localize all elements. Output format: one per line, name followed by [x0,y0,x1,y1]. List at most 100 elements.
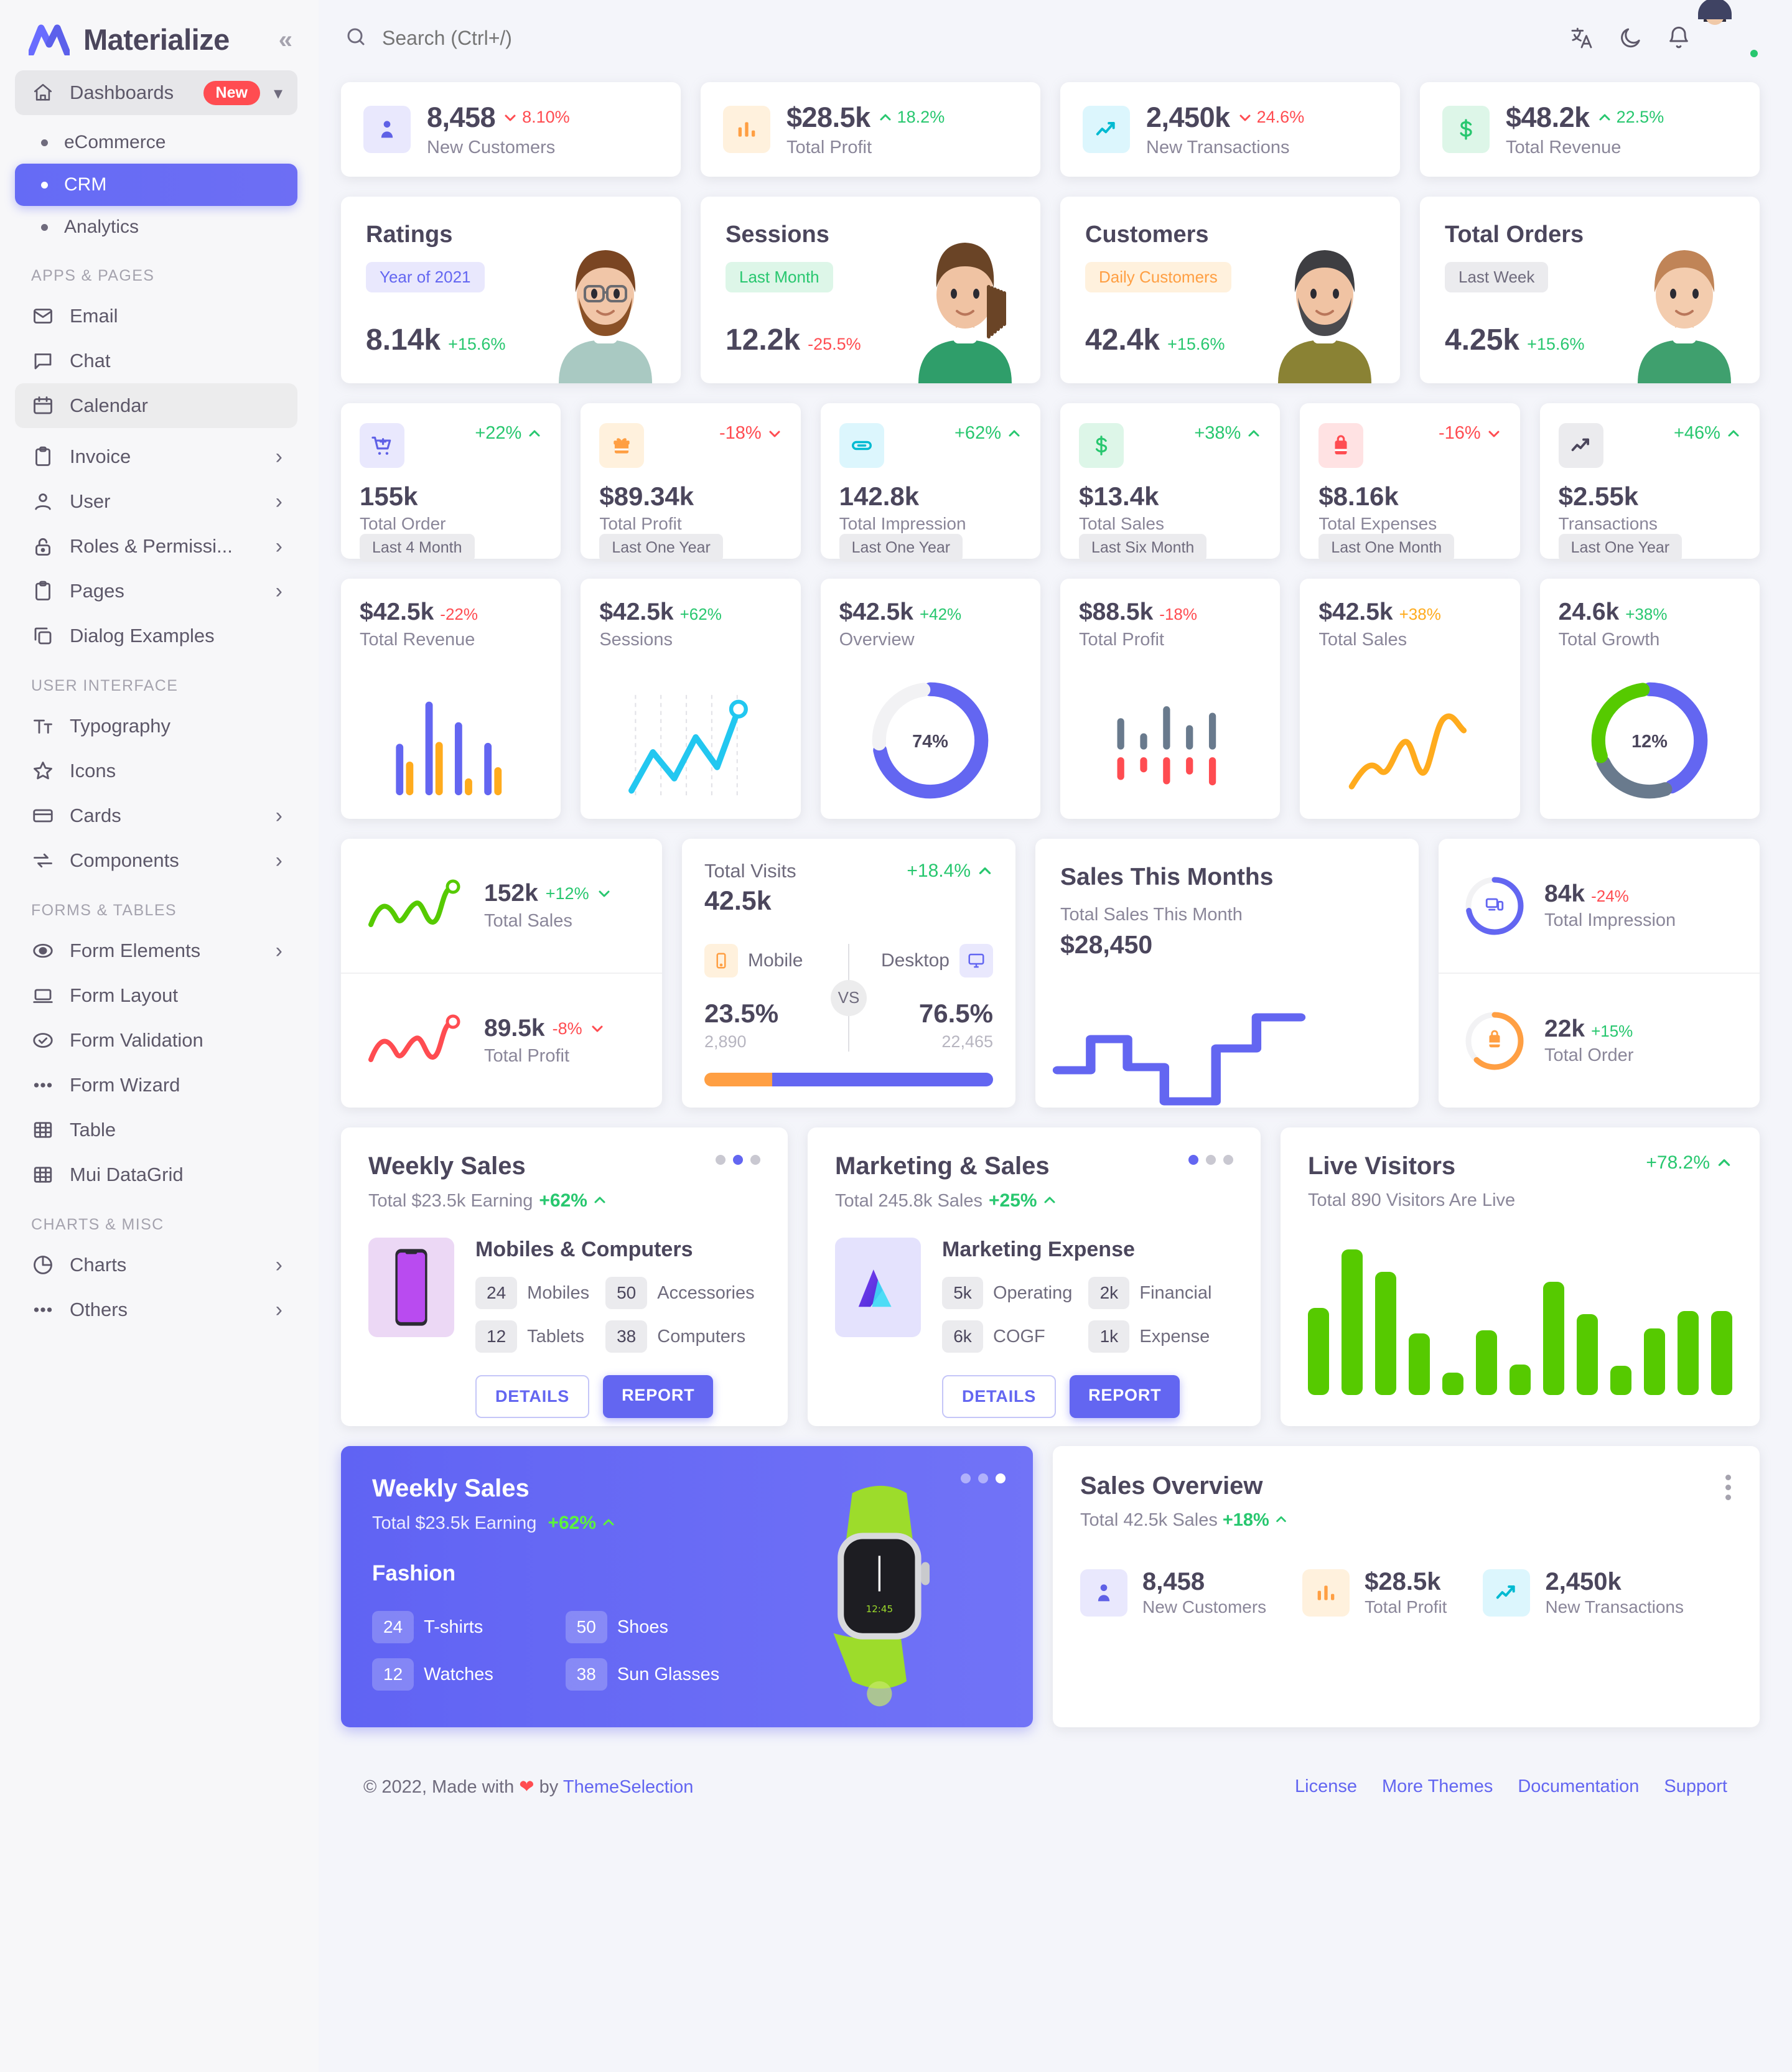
search-input[interactable] [382,26,755,50]
footer-link-more-themes[interactable]: More Themes [1381,1776,1493,1796]
calendar-icon [30,393,56,419]
footer-link-support[interactable]: Support [1664,1776,1727,1796]
sidebar-item-typography[interactable]: Typography [15,704,297,749]
carousel-dot[interactable] [961,1473,971,1483]
chart-stat-card: 24.6k +38% Total Growth 12% [1539,579,1760,819]
laptop-icon [30,982,56,1009]
themeselection-link[interactable]: ThemeSelection [562,1777,694,1797]
kv-label: Computers [657,1326,746,1346]
progress-ring [1463,875,1526,937]
weekly-sales-title: Weekly Sales [368,1152,526,1180]
sidebar-item-chat[interactable]: Chat [15,338,297,383]
collapse-sidebar-icon[interactable]: « [278,26,292,54]
sidebar-item-form-wizard[interactable]: Form Wizard [15,1063,297,1108]
sidebar-item-label: Form Wizard [70,1074,180,1096]
kv-label: Financial [1139,1282,1212,1303]
carousel-dot[interactable] [978,1473,988,1483]
sidebar-item-user[interactable]: User › [15,479,297,524]
chevron-down-icon: ▾ [273,83,282,103]
carousel-dot[interactable] [1206,1155,1216,1165]
sidebar-item-charts[interactable]: Charts › [15,1243,297,1287]
stat-card-period[interactable]: Last One Year [599,534,723,562]
sales-overview-stats: 8,458 New Customers $28.5k Total Profit 2,45… [1080,1568,1732,1617]
sidebar-item-mui-datagrid[interactable]: Mui DataGrid [15,1152,297,1197]
sidebar-item-label: Dialog Examples [70,625,215,646]
carousel-dot[interactable] [1223,1155,1233,1165]
translate-icon[interactable] [1569,26,1594,50]
weekly-sales-body: Mobiles & Computers 24 Mobiles 50 Accessori… [368,1238,760,1418]
stat-card-value: 142.8k [839,482,920,511]
report-button[interactable]: REPORT [1070,1375,1180,1418]
kv-number: 6k [942,1320,983,1353]
sidebar-item-crm[interactable]: CRM [15,164,297,206]
overview-stat-value: 8,458 [1142,1568,1205,1595]
stat-card-value: $2.55k [1558,482,1639,511]
visits-mobile: Mobile 23.5% 2,890 [704,944,833,1052]
stat-card-period[interactable]: Last One Year [1558,534,1682,562]
carousel-dots[interactable] [1188,1155,1233,1165]
sidebar-item-form-elements[interactable]: Form Elements › [15,928,297,973]
sidebar-item-cards[interactable]: Cards › [15,793,297,838]
sidebar-item-dashboards[interactable]: Dashboards New ▾ [15,70,297,115]
marketing-sales-buttons: DETAILS REPORT [942,1375,1211,1418]
six-stats-row: +22% 155k Total Order Last 4 Month -18% $89.3… [341,403,1760,562]
sidebar-item-pages[interactable]: Pages › [15,569,297,614]
avatar-card-value: 42.4k [1085,324,1160,357]
chart-stat-card: $42.5k +38% Total Sales [1300,579,1520,819]
ring-stat-value: 84k -24% [1544,880,1629,907]
heart-icon: ❤ [519,1777,534,1797]
sidebar-item-form-layout[interactable]: Form Layout [15,973,297,1018]
stat-card-delta: -18% [719,423,782,444]
sidebar-item-icons[interactable]: Icons [15,749,297,793]
avatar-card-title: Sessions [726,222,829,248]
stat-card: -18% $89.34k Total Profit Last One Year [581,403,801,562]
avatar[interactable] [1698,0,1760,60]
stat-card-period[interactable]: Last One Month [1318,534,1455,562]
stat-card-period[interactable]: Last 4 Month [360,534,475,562]
bar [1442,1372,1463,1395]
sidebar-item-label: Pages [70,580,124,602]
footer-link-documentation[interactable]: Documentation [1518,1776,1640,1796]
bar [1510,1364,1531,1395]
details-button[interactable]: DETAILS [942,1375,1057,1418]
vs-badge: VS [831,979,867,1016]
sidebar-item-others[interactable]: Others › [15,1287,297,1332]
new-badge: New [203,80,260,105]
sidebar-item-components[interactable]: Components › [15,838,297,883]
bell-icon[interactable] [1666,26,1691,50]
search-bar[interactable] [345,26,1553,51]
carousel-dot[interactable] [1188,1155,1198,1165]
stat-card-period[interactable]: Last One Year [839,534,963,562]
bullet-icon [41,181,48,189]
online-status-dot [1748,48,1760,59]
stat-card-period[interactable]: Last Six Month [1078,534,1207,562]
sidebar-item-calendar[interactable]: Calendar [15,383,297,428]
carousel-dot[interactable] [750,1155,760,1165]
moon-icon[interactable] [1618,26,1643,50]
chart-card-delta: +42% [919,605,962,623]
carousel-dots[interactable] [961,1473,1006,1483]
sidebar-item-analytics[interactable]: Analytics [15,206,297,248]
carousel-dot[interactable] [996,1473,1006,1483]
sidebar-item-table[interactable]: Table [15,1108,297,1152]
sidebar-item-ecommerce[interactable]: eCommerce [15,121,297,164]
more-options-icon[interactable] [1725,1475,1731,1500]
report-button[interactable]: REPORT [603,1375,714,1418]
sidebar-item-email[interactable]: Email [15,294,297,338]
stat-card-value: $13.4k [1078,482,1159,511]
carousel-dot[interactable] [716,1155,726,1165]
ring-stat-delta: +15% [1591,1022,1633,1040]
carousel-dot[interactable] [733,1155,743,1165]
footer-link-license[interactable]: License [1295,1776,1357,1796]
chart-card-graphic: 12% [1559,650,1741,803]
sidebar-item-invoice[interactable]: Invoice › [15,434,297,479]
stat-card-caption: Total Sales [1078,514,1164,533]
details-button[interactable]: DETAILS [475,1375,590,1418]
marketing-sales-body: Marketing Expense 5k Operating 2k Financial… [835,1238,1233,1418]
kv-item: 50 Accessories [605,1277,755,1309]
bag-icon [1484,1029,1505,1053]
sidebar-item-dialog-examples[interactable]: Dialog Examples [15,614,297,658]
carousel-dots[interactable] [716,1155,760,1165]
sidebar-item-form-validation[interactable]: Form Validation [15,1018,297,1063]
sidebar-item-roles-permissi[interactable]: Roles & Permissi... › [15,524,297,569]
